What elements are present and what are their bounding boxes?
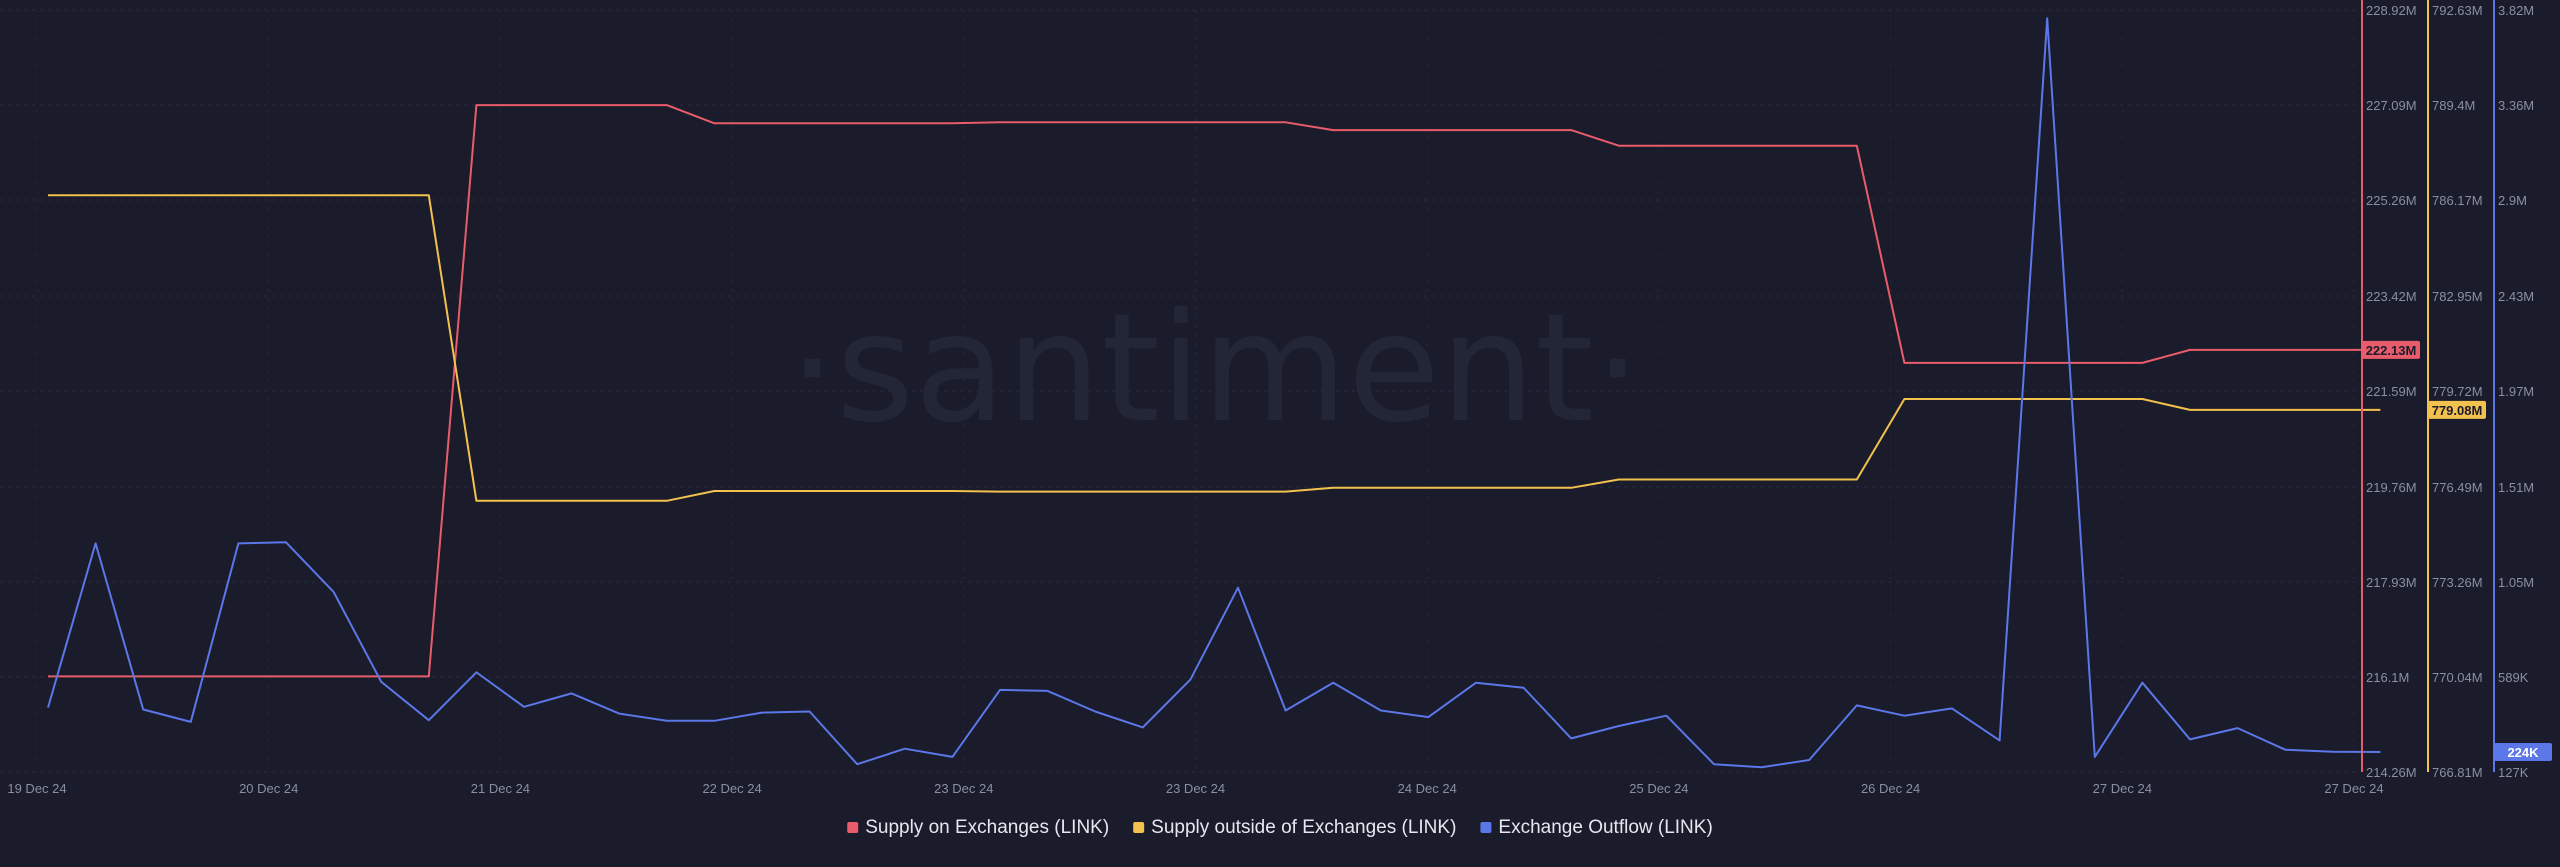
y-tick-label: 782.95M [2432,289,2483,304]
legend-swatch [1480,822,1492,833]
y-tick-label: 3.82M [2498,3,2534,18]
y-tick-label: 219.76M [2366,480,2417,495]
y-tick-label: 1.51M [2498,480,2534,495]
x-tick-label: 24 Dec 24 [1398,781,1457,796]
y-tick-label: 2.9M [2498,193,2527,208]
y-tick-label: 227.09M [2366,98,2417,113]
value-badge-bg-1 [2428,400,2486,419]
legend-item-0[interactable]: Supply on Exchanges (LINK) [847,817,1109,838]
value-badge-label-1: 779.08M [2432,403,2483,418]
x-ticks: 19 Dec 24 20 Dec 24 21 Dec 24 22 Dec 24 23 D… [7,781,2383,796]
x-tick-label: 27 Dec 24 [2324,781,2383,796]
series-line-0 [48,104,2381,678]
y-tick-label: 1.05M [2498,575,2534,590]
y-tick-label: 1.97M [2498,384,2534,399]
y-tick-label: 228.92M [2366,3,2417,18]
axis-lines [2361,0,2495,772]
y-tick-label: 216.1M [2366,670,2409,685]
series-layer [47,17,2381,769]
x-tick-label: 19 Dec 24 [7,781,66,796]
x-tick-label: 27 Dec 24 [2093,781,2152,796]
y-tick-label: 214.26M [2366,765,2417,780]
x-tick-label: 22 Dec 24 [702,781,761,796]
value-badge-bg-2 [2494,742,2552,761]
y-ticks: 228.92M 227.09M 225.26M 223.42M 221.59M 219.7… [2366,3,2534,780]
y-tick-label: 786.17M [2432,193,2483,208]
y-tick-label: 766.81M [2432,765,2483,780]
x-tick-label: 21 Dec 24 [471,781,530,796]
legend[interactable]: Supply on Exchanges (LINK) Supply outside… [847,817,1713,838]
y-tick-label: 2.43M [2498,289,2534,304]
x-tick-label: 23 Dec 24 [934,781,993,796]
y-tick-label: 589K [2498,670,2529,685]
legend-label: Supply on Exchanges (LINK) [865,817,1109,838]
watermark: ·santiment· [788,282,1641,456]
y-tick-label: 789.4M [2432,98,2475,113]
legend-swatch [847,822,859,833]
x-tick-label: 20 Dec 24 [239,781,298,796]
series-line-1 [48,194,2381,502]
x-tick-label: 26 Dec 24 [1861,781,1920,796]
value-badge-label-0: 222.13M [2366,343,2417,358]
x-tick-label: 23 Dec 24 [1166,781,1225,796]
legend-swatch [1133,822,1145,833]
value-badges: 222.13M 779.08M 224K [2362,340,2552,761]
y-tick-label: 776.49M [2432,480,2483,495]
y-tick-label: 773.26M [2432,575,2483,590]
y-tick-label: 225.26M [2366,193,2417,208]
legend-item-1[interactable]: Supply outside of Exchanges (LINK) [1133,817,1456,838]
y-tick-label: 779.72M [2432,384,2483,399]
legend-label: Exchange Outflow (LINK) [1498,817,1712,838]
x-tick-label: 25 Dec 24 [1629,781,1688,796]
y-tick-label: 3.36M [2498,98,2534,113]
value-badge-bg-0 [2362,340,2420,359]
series-line-2 [47,17,2381,769]
y-tick-label: 127K [2498,765,2529,780]
y-tick-label: 217.93M [2366,575,2417,590]
y-tick-label: 792.63M [2432,3,2483,18]
value-badge-label-2: 224K [2507,745,2539,760]
y-tick-label: 223.42M [2366,289,2417,304]
legend-label: Supply outside of Exchanges (LINK) [1151,817,1456,838]
y-tick-label: 770.04M [2432,670,2483,685]
y-tick-label: 221.59M [2366,384,2417,399]
legend-item-2[interactable]: Exchange Outflow (LINK) [1480,817,1713,838]
